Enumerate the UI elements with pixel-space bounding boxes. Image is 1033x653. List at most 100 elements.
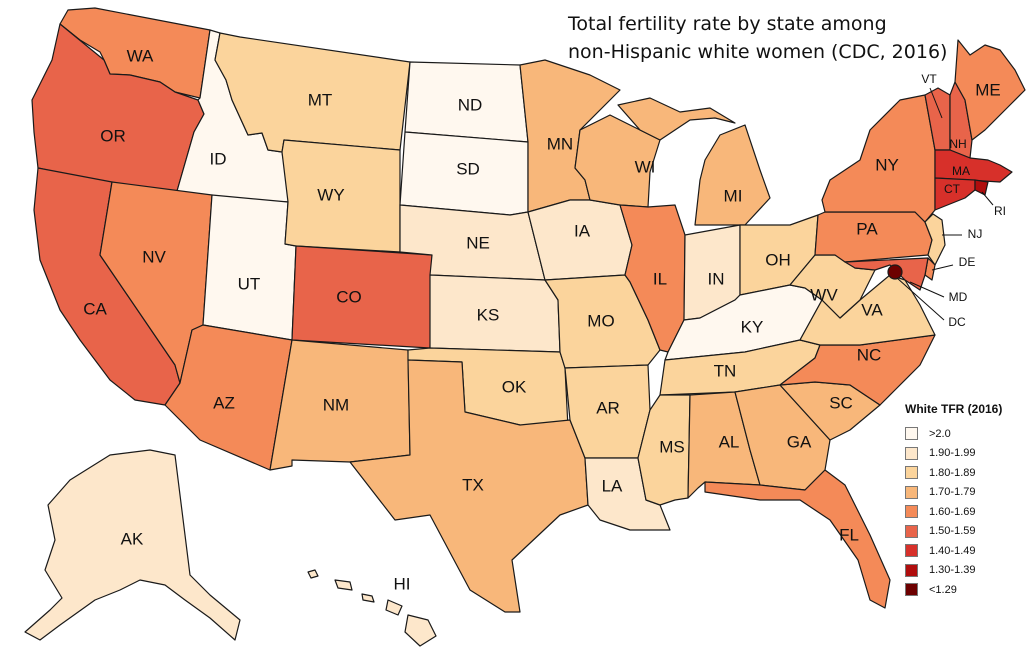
label-in: IN: [708, 269, 725, 288]
leader-dc: [896, 277, 945, 321]
legend-item: 1.90-1.99: [905, 444, 1029, 464]
label-wv: WV: [810, 285, 838, 304]
legend-label: 1.50-1.59: [929, 525, 976, 538]
label-me: ME: [975, 80, 1001, 99]
legend-item: 1.50-1.59: [905, 522, 1029, 542]
label-az: AZ: [213, 393, 235, 412]
legend-title: White TFR (2016): [905, 402, 1003, 416]
state-ct[interactable]: [934, 177, 976, 211]
label-ga: GA: [787, 432, 812, 451]
legend-swatch: [905, 466, 918, 480]
legend-item: 1.70-1.79: [905, 483, 1029, 503]
label-sc: SC: [829, 393, 853, 412]
label-wa: WA: [127, 46, 154, 65]
legend-label: 1.60-1.69: [929, 505, 976, 518]
state-mi[interactable]: [694, 124, 771, 226]
label-id: ID: [210, 149, 227, 168]
label-ny: NY: [875, 155, 899, 174]
map-title: Total fertility rate by state among non-…: [568, 10, 947, 66]
label-hi: HI: [394, 574, 411, 593]
leader-de: [931, 264, 954, 271]
state-nj[interactable]: [924, 213, 946, 266]
map-title-line2: non-Hispanic white women (CDC, 2016): [568, 41, 948, 63]
legend-swatch: [905, 485, 918, 499]
leader-vt: [929, 87, 943, 119]
label-mi: MI: [724, 186, 743, 205]
legend-swatch: [905, 505, 918, 519]
legend-label: 1.90-1.99: [929, 447, 976, 460]
label-vt: VT: [921, 72, 937, 86]
state-wy[interactable]: [281, 139, 401, 253]
label-al: AL: [719, 432, 740, 451]
legend-label: 1.80-1.89: [929, 466, 976, 479]
legend-item: <1.29: [905, 580, 1029, 600]
label-ak: AK: [121, 529, 144, 548]
state-il[interactable]: [619, 204, 686, 353]
state-ms[interactable]: [637, 394, 691, 506]
label-ia: IA: [574, 221, 591, 240]
label-wi: WI: [635, 157, 656, 176]
label-sd: SD: [456, 159, 480, 178]
map-title-line1: Total fertility rate by state among: [568, 13, 887, 35]
label-ks: KS: [477, 305, 500, 324]
label-la: LA: [602, 476, 623, 495]
legend-item: 1.30-1.39: [905, 561, 1029, 581]
label-dc: DC: [948, 315, 966, 329]
state-fl[interactable]: [704, 469, 891, 609]
label-or: OR: [100, 126, 126, 145]
label-ok: OK: [502, 377, 527, 396]
label-ar: AR: [596, 398, 620, 417]
state-ak[interactable]: [24, 449, 241, 641]
state-hi-4[interactable]: [385, 599, 403, 616]
state-tx[interactable]: [349, 359, 589, 613]
legend-label: 1.30-1.39: [929, 564, 976, 577]
legend-item: 1.40-1.49: [905, 541, 1029, 561]
label-nj: NJ: [968, 227, 983, 241]
label-il: IL: [653, 269, 667, 288]
legend-swatch: [905, 583, 918, 597]
label-nd: ND: [458, 95, 483, 114]
label-tn: TN: [714, 361, 737, 380]
label-nc: NC: [857, 345, 882, 364]
state-ri[interactable]: [974, 179, 989, 196]
label-va: VA: [861, 300, 883, 319]
state-co[interactable]: [291, 245, 433, 349]
label-nv: NV: [142, 247, 166, 266]
label-nm: NM: [323, 395, 349, 414]
legend-label: 1.70-1.79: [929, 486, 976, 499]
state-ny[interactable]: [821, 94, 936, 223]
state-hi-2[interactable]: [334, 579, 353, 591]
state-mi-up[interactable]: [617, 97, 736, 141]
label-tx: TX: [462, 475, 484, 494]
state-dc[interactable]: [887, 264, 903, 280]
label-ca: CA: [83, 299, 107, 318]
state-hi-1[interactable]: [307, 569, 319, 579]
state-hi-5[interactable]: [404, 614, 437, 647]
label-nh: NH: [949, 137, 966, 151]
legend-label: >2.0: [929, 427, 951, 440]
state-ut[interactable]: [202, 194, 297, 341]
label-ri: RI: [994, 204, 1006, 218]
state-md[interactable]: [844, 257, 929, 291]
label-ut: UT: [238, 274, 261, 293]
legend-swatch: [905, 446, 918, 460]
legend: White TFR (2016) >2.0 1.90-1.99 1.80-1.8…: [905, 402, 1029, 600]
legend-label: <1.29: [929, 583, 957, 596]
label-wy: WY: [317, 185, 344, 204]
label-ky: KY: [741, 317, 764, 336]
state-hi-3[interactable]: [361, 593, 375, 603]
legend-item: 1.60-1.69: [905, 502, 1029, 522]
label-mn: MN: [547, 134, 573, 153]
state-me[interactable]: [954, 39, 1026, 141]
leader-ri: [981, 191, 994, 206]
legend-swatch: [905, 524, 918, 538]
legend-swatch: [905, 544, 918, 558]
legend-swatch: [905, 427, 918, 441]
legend-item: >2.0: [905, 424, 1029, 444]
label-fl: FL: [839, 525, 859, 544]
state-ma[interactable]: [934, 149, 1013, 183]
state-nc[interactable]: [779, 334, 936, 406]
label-ms: MS: [659, 437, 685, 456]
legend-item: 1.80-1.89: [905, 463, 1029, 483]
